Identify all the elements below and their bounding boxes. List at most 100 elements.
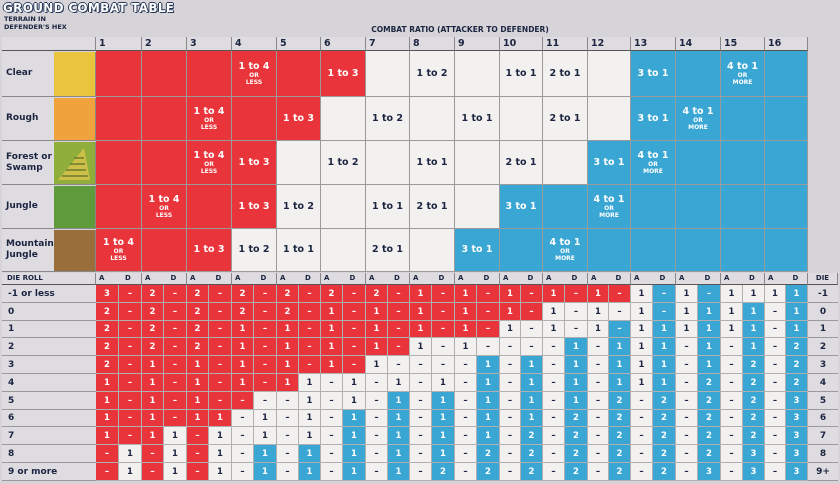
ratio-sublabel: LESS (200, 167, 218, 175)
defender-loss-8-12: 2 (609, 427, 631, 445)
terrain-cell-1-11: 2 to 1 (543, 97, 588, 141)
attacker-loss-6-3: 1 (187, 392, 209, 410)
defender-loss-10-4: 1 (254, 463, 277, 481)
attacker-loss-9-7: – (366, 445, 388, 463)
attacker-loss-4-9: – (455, 356, 477, 374)
attacker-loss-5-4: 1 (232, 374, 254, 392)
defender-loss-4-3: – (209, 356, 232, 374)
defender-loss-1-14: 1 (698, 303, 721, 321)
attacker-loss-8-16: – (765, 427, 786, 445)
attacker-loss-2-13: 1 (631, 321, 653, 338)
attacker-loss-4-13: 1 (631, 356, 653, 374)
attacker-loss-header: A (413, 274, 419, 282)
defender-loss-1-5: – (299, 303, 321, 321)
attacker-loss-5-1: 1 (96, 374, 119, 392)
defender-loss-10-15: 3 (743, 463, 765, 481)
defender-loss-6-16: 3 (786, 392, 808, 410)
terrain-cell-1-12 (588, 97, 631, 141)
terrain-cell-0-6: 1 to 3 (321, 51, 366, 97)
defender-loss-2-8: – (432, 321, 455, 338)
defender-loss-8-9: 1 (477, 427, 500, 445)
attacker-loss-5-10: – (500, 374, 521, 392)
defender-loss-10-14: 3 (698, 463, 721, 481)
defender-loss-10-2: 1 (164, 463, 187, 481)
attacker-loss-2-5: 1 (277, 321, 299, 338)
defender-loss-header: D (215, 274, 222, 282)
defender-loss-10-7: 1 (388, 463, 410, 481)
attacker-loss-5-13: 1 (631, 374, 653, 392)
defender-loss-0-5: – (299, 285, 321, 303)
die-roll-right-2: 1 (808, 321, 838, 338)
attacker-loss-2-11: 1 (543, 321, 565, 338)
die-roll-label-7: 6 (2, 410, 96, 427)
defender-loss-header: D (659, 274, 666, 282)
attacker-loss-1-3: 2 (187, 303, 209, 321)
attacker-loss-2-8: 1 (410, 321, 432, 338)
defender-loss-3-15: 1 (743, 338, 765, 356)
attacker-loss-header: A (235, 274, 241, 282)
defender-loss-7-9: 1 (477, 410, 500, 427)
defender-loss-6-6: 1 (343, 392, 366, 410)
terrain-swatch-0 (54, 52, 96, 97)
die-roll-label-0: -1 or less (2, 285, 96, 303)
defender-loss-10-12: 2 (609, 463, 631, 481)
attacker-loss-4-16: – (765, 356, 786, 374)
attacker-loss-8-15: – (721, 427, 743, 445)
ratio-sublabel: OR (204, 160, 214, 168)
defender-loss-4-16: 2 (786, 356, 808, 374)
defender-loss-8-6: 1 (343, 427, 366, 445)
attacker-loss-9-10: – (500, 445, 521, 463)
terrain-cell-3-7: 1 to 1 (366, 185, 410, 229)
attacker-loss-6-11: – (543, 392, 565, 410)
ratio-label: 1 to 4 (193, 105, 225, 117)
attacker-loss-5-14: – (676, 374, 698, 392)
defender-loss-0-9: – (477, 285, 500, 303)
attacker-loss-7-14: – (676, 410, 698, 427)
defender-loss-5-15: 2 (743, 374, 765, 392)
attacker-loss-1-8: 1 (410, 303, 432, 321)
attacker-loss-8-4: – (232, 427, 254, 445)
terrain-cell-4-2 (142, 229, 187, 272)
ratio-label: 1 to 2 (238, 244, 270, 255)
defender-loss-0-2: – (164, 285, 187, 303)
attacker-loss-3-2: 2 (142, 338, 164, 356)
attacker-loss-10-13: – (631, 463, 653, 481)
terrain-cell-4-10 (500, 229, 543, 272)
terrain-cell-4-11: 4 to 1 OR MORE (543, 229, 588, 272)
defender-loss-7-15: 2 (743, 410, 765, 427)
attacker-loss-9-14: – (676, 445, 698, 463)
terrain-swatch-1 (54, 98, 96, 141)
defender-loss-5-14: 2 (698, 374, 721, 392)
terrain-swatch-4 (54, 230, 96, 272)
attacker-loss-4-10: – (500, 356, 521, 374)
terrain-cell-3-5: 1 to 2 (277, 185, 321, 229)
column-header-2: 2 (142, 37, 187, 51)
attacker-loss-2-10: 1 (500, 321, 521, 338)
attacker-loss-7-3: 1 (187, 410, 209, 427)
terrain-cell-4-13 (631, 229, 676, 272)
terrain-cell-2-9 (455, 141, 500, 185)
attacker-loss-7-5: – (277, 410, 299, 427)
defender-loss-header: D (394, 274, 400, 282)
attacker-loss-1-10: 1 (500, 303, 521, 321)
attacker-loss-9-2: – (142, 445, 164, 463)
defender-loss-5-1: – (119, 374, 142, 392)
ratio-label: 1 to 3 (238, 200, 270, 212)
column-header-corner (2, 37, 96, 51)
attacker-loss-0-15: 1 (721, 285, 743, 303)
defender-loss-4-1: – (119, 356, 142, 374)
attacker-loss-5-6: – (321, 374, 343, 392)
attacker-loss-4-14: – (676, 356, 698, 374)
terrain-cell-0-16 (765, 51, 808, 97)
defender-loss-7-4: 1 (254, 410, 277, 427)
terrain-cell-2-4: 1 to 3 (232, 141, 277, 185)
